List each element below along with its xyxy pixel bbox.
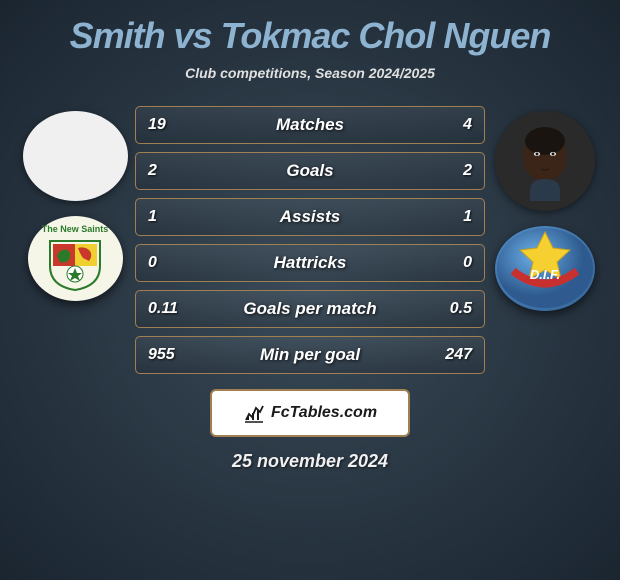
stat-right-value: 4 xyxy=(463,116,472,134)
stat-right-value: 247 xyxy=(445,346,472,364)
stat-row-hattricks: 0 Hattricks 0 xyxy=(135,244,485,282)
stats-column: 19 Matches 4 2 Goals 2 1 Assists 1 0 Hat… xyxy=(135,106,485,374)
footer-badge[interactable]: FcTables.com xyxy=(210,389,410,437)
shield-icon xyxy=(45,236,105,291)
page-title: Smith vs Tokmac Chol Nguen xyxy=(70,15,551,57)
stat-left-value: 1 xyxy=(148,208,157,226)
stat-row-gpm: 0.11 Goals per match 0.5 xyxy=(135,290,485,328)
stat-row-mpg: 955 Min per goal 247 xyxy=(135,336,485,374)
club-badge-right-text: D.I.F. xyxy=(530,267,560,282)
footer-site-text: FcTables.com xyxy=(271,404,377,422)
subtitle: Club competitions, Season 2024/2025 xyxy=(185,65,435,81)
club-badge-left: The New Saints xyxy=(28,216,123,301)
comparison-card: Smith vs Tokmac Chol Nguen Club competit… xyxy=(0,15,620,472)
club-badge-right: D.I.F. xyxy=(495,226,595,311)
stat-left-value: 955 xyxy=(148,346,175,364)
stat-right-value: 0 xyxy=(463,254,472,272)
stat-left-value: 2 xyxy=(148,162,157,180)
stat-right-value: 0.5 xyxy=(450,300,472,318)
stat-row-assists: 1 Assists 1 xyxy=(135,198,485,236)
stat-left-value: 0.11 xyxy=(148,300,178,318)
club-badge-left-text: The New Saints xyxy=(42,224,109,234)
stat-left-value: 19 xyxy=(148,116,166,134)
stat-right-value: 2 xyxy=(463,162,472,180)
club-badge-left-inner: The New Saints xyxy=(40,224,110,294)
right-column: D.I.F. xyxy=(485,106,605,311)
stat-label: Goals xyxy=(136,161,484,181)
stat-row-goals: 2 Goals 2 xyxy=(135,152,485,190)
club-badge-right-svg: D.I.F. xyxy=(495,226,595,311)
person-icon xyxy=(505,121,585,201)
chart-icon xyxy=(243,402,265,424)
stat-right-value: 1 xyxy=(463,208,472,226)
stat-left-value: 0 xyxy=(148,254,157,272)
player-right-avatar xyxy=(495,111,595,211)
stat-label: Assists xyxy=(136,207,484,227)
date-text: 25 november 2024 xyxy=(232,451,388,472)
stat-label: Min per goal xyxy=(136,345,484,365)
player-left-avatar xyxy=(23,111,128,201)
main-row: The New Saints 19 Matches 4 xyxy=(0,106,620,374)
left-column: The New Saints xyxy=(15,106,135,301)
stat-row-matches: 19 Matches 4 xyxy=(135,106,485,144)
stat-label: Goals per match xyxy=(136,299,484,319)
stat-label: Matches xyxy=(136,115,484,135)
stat-label: Hattricks xyxy=(136,253,484,273)
